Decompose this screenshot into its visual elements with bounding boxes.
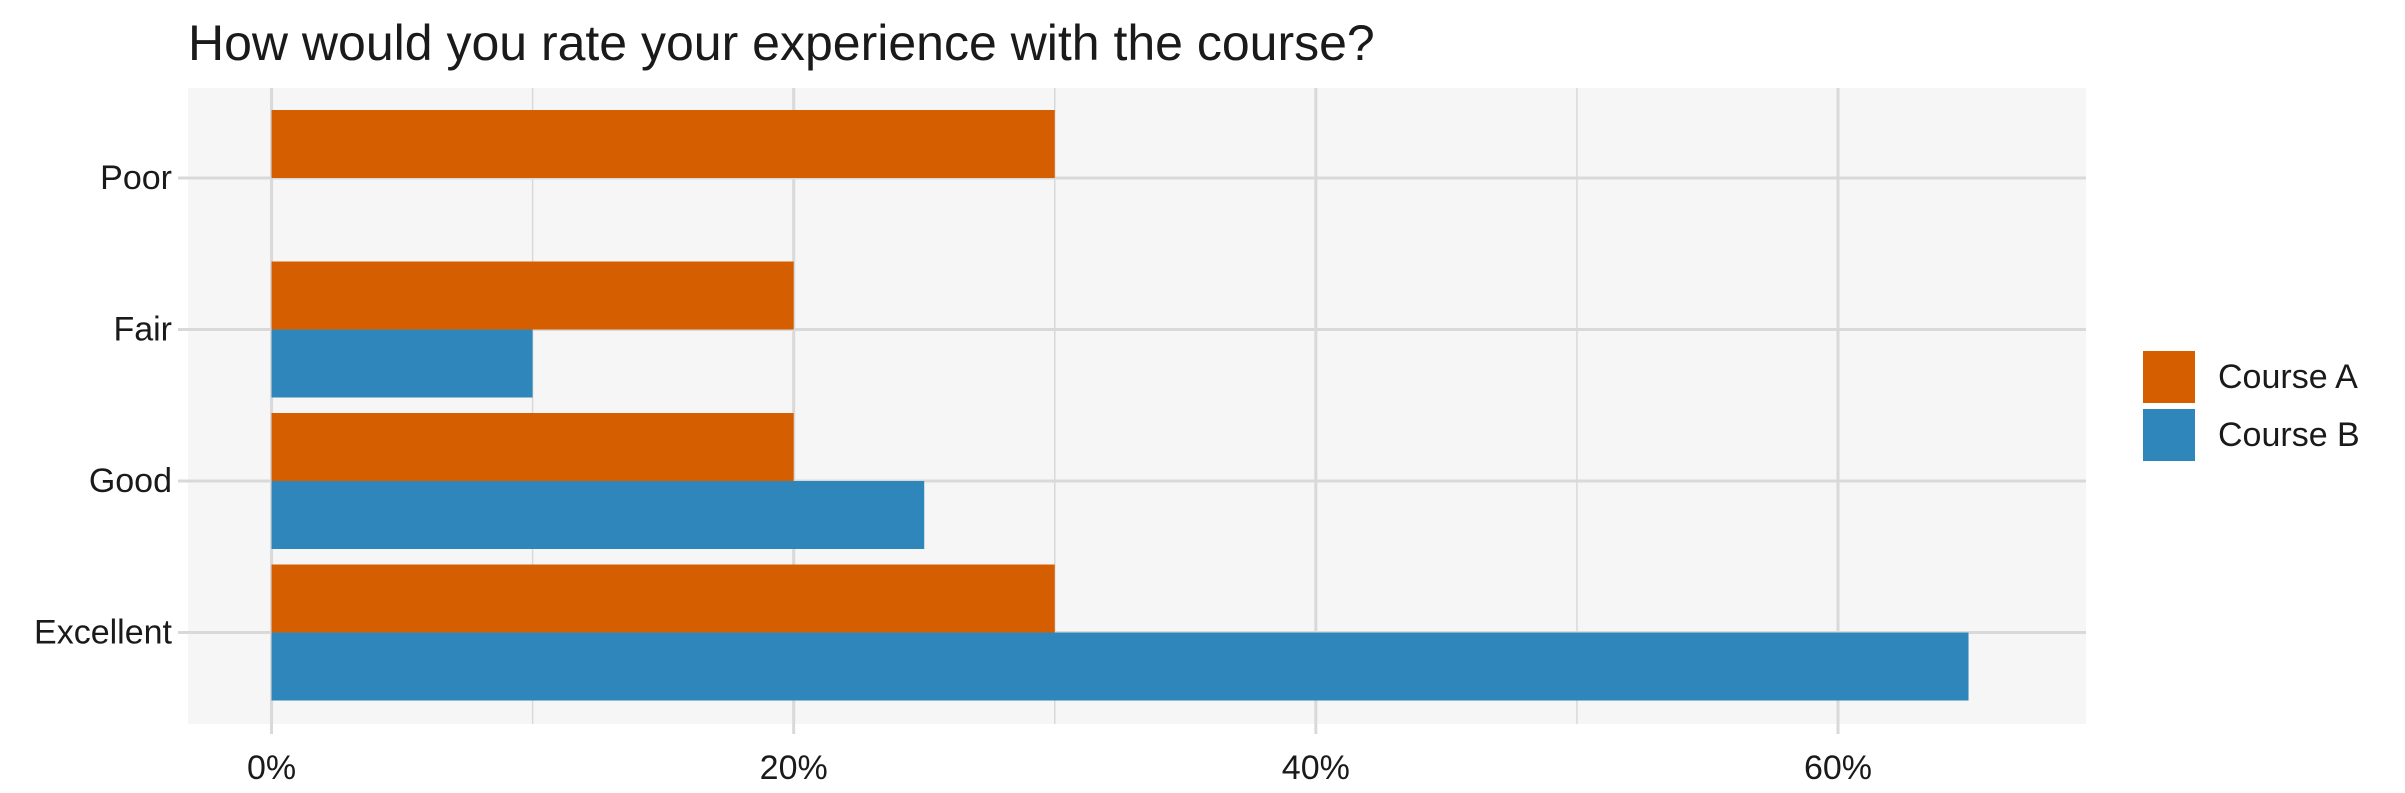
legend: Course A Course B xyxy=(2141,349,2360,463)
y-tick-label: Poor xyxy=(100,159,172,197)
x-tick-label: 60% xyxy=(1804,749,1872,787)
x-tick-label: 40% xyxy=(1282,749,1350,787)
bar-course-b-good xyxy=(271,481,925,549)
x-tick-label: 0% xyxy=(247,749,296,787)
y-tick-label: Good xyxy=(89,462,172,500)
x-axis: 0% 20% 40% 60% xyxy=(247,724,1872,787)
bar-course-b-fair xyxy=(271,329,533,398)
bar-course-b-excellent xyxy=(271,632,1969,701)
x-tick-label: 20% xyxy=(760,749,828,787)
legend-key-course-a xyxy=(2141,349,2197,405)
legend-label: Course A xyxy=(2218,358,2358,396)
bar-course-a-excellent xyxy=(271,564,1055,633)
legend-label: Course B xyxy=(2218,416,2360,454)
bars xyxy=(271,110,1969,701)
bar-course-a-poor xyxy=(271,110,1055,178)
chart-title: How would you rate your experience with … xyxy=(188,15,1375,71)
legend-key-course-b xyxy=(2141,407,2197,463)
y-tick-label: Excellent xyxy=(34,614,173,652)
bar-course-a-fair xyxy=(271,261,794,330)
y-tick-label: Fair xyxy=(113,311,172,349)
y-axis: Poor Fair Good Excellent xyxy=(34,159,188,652)
bar-course-a-good xyxy=(271,413,794,481)
